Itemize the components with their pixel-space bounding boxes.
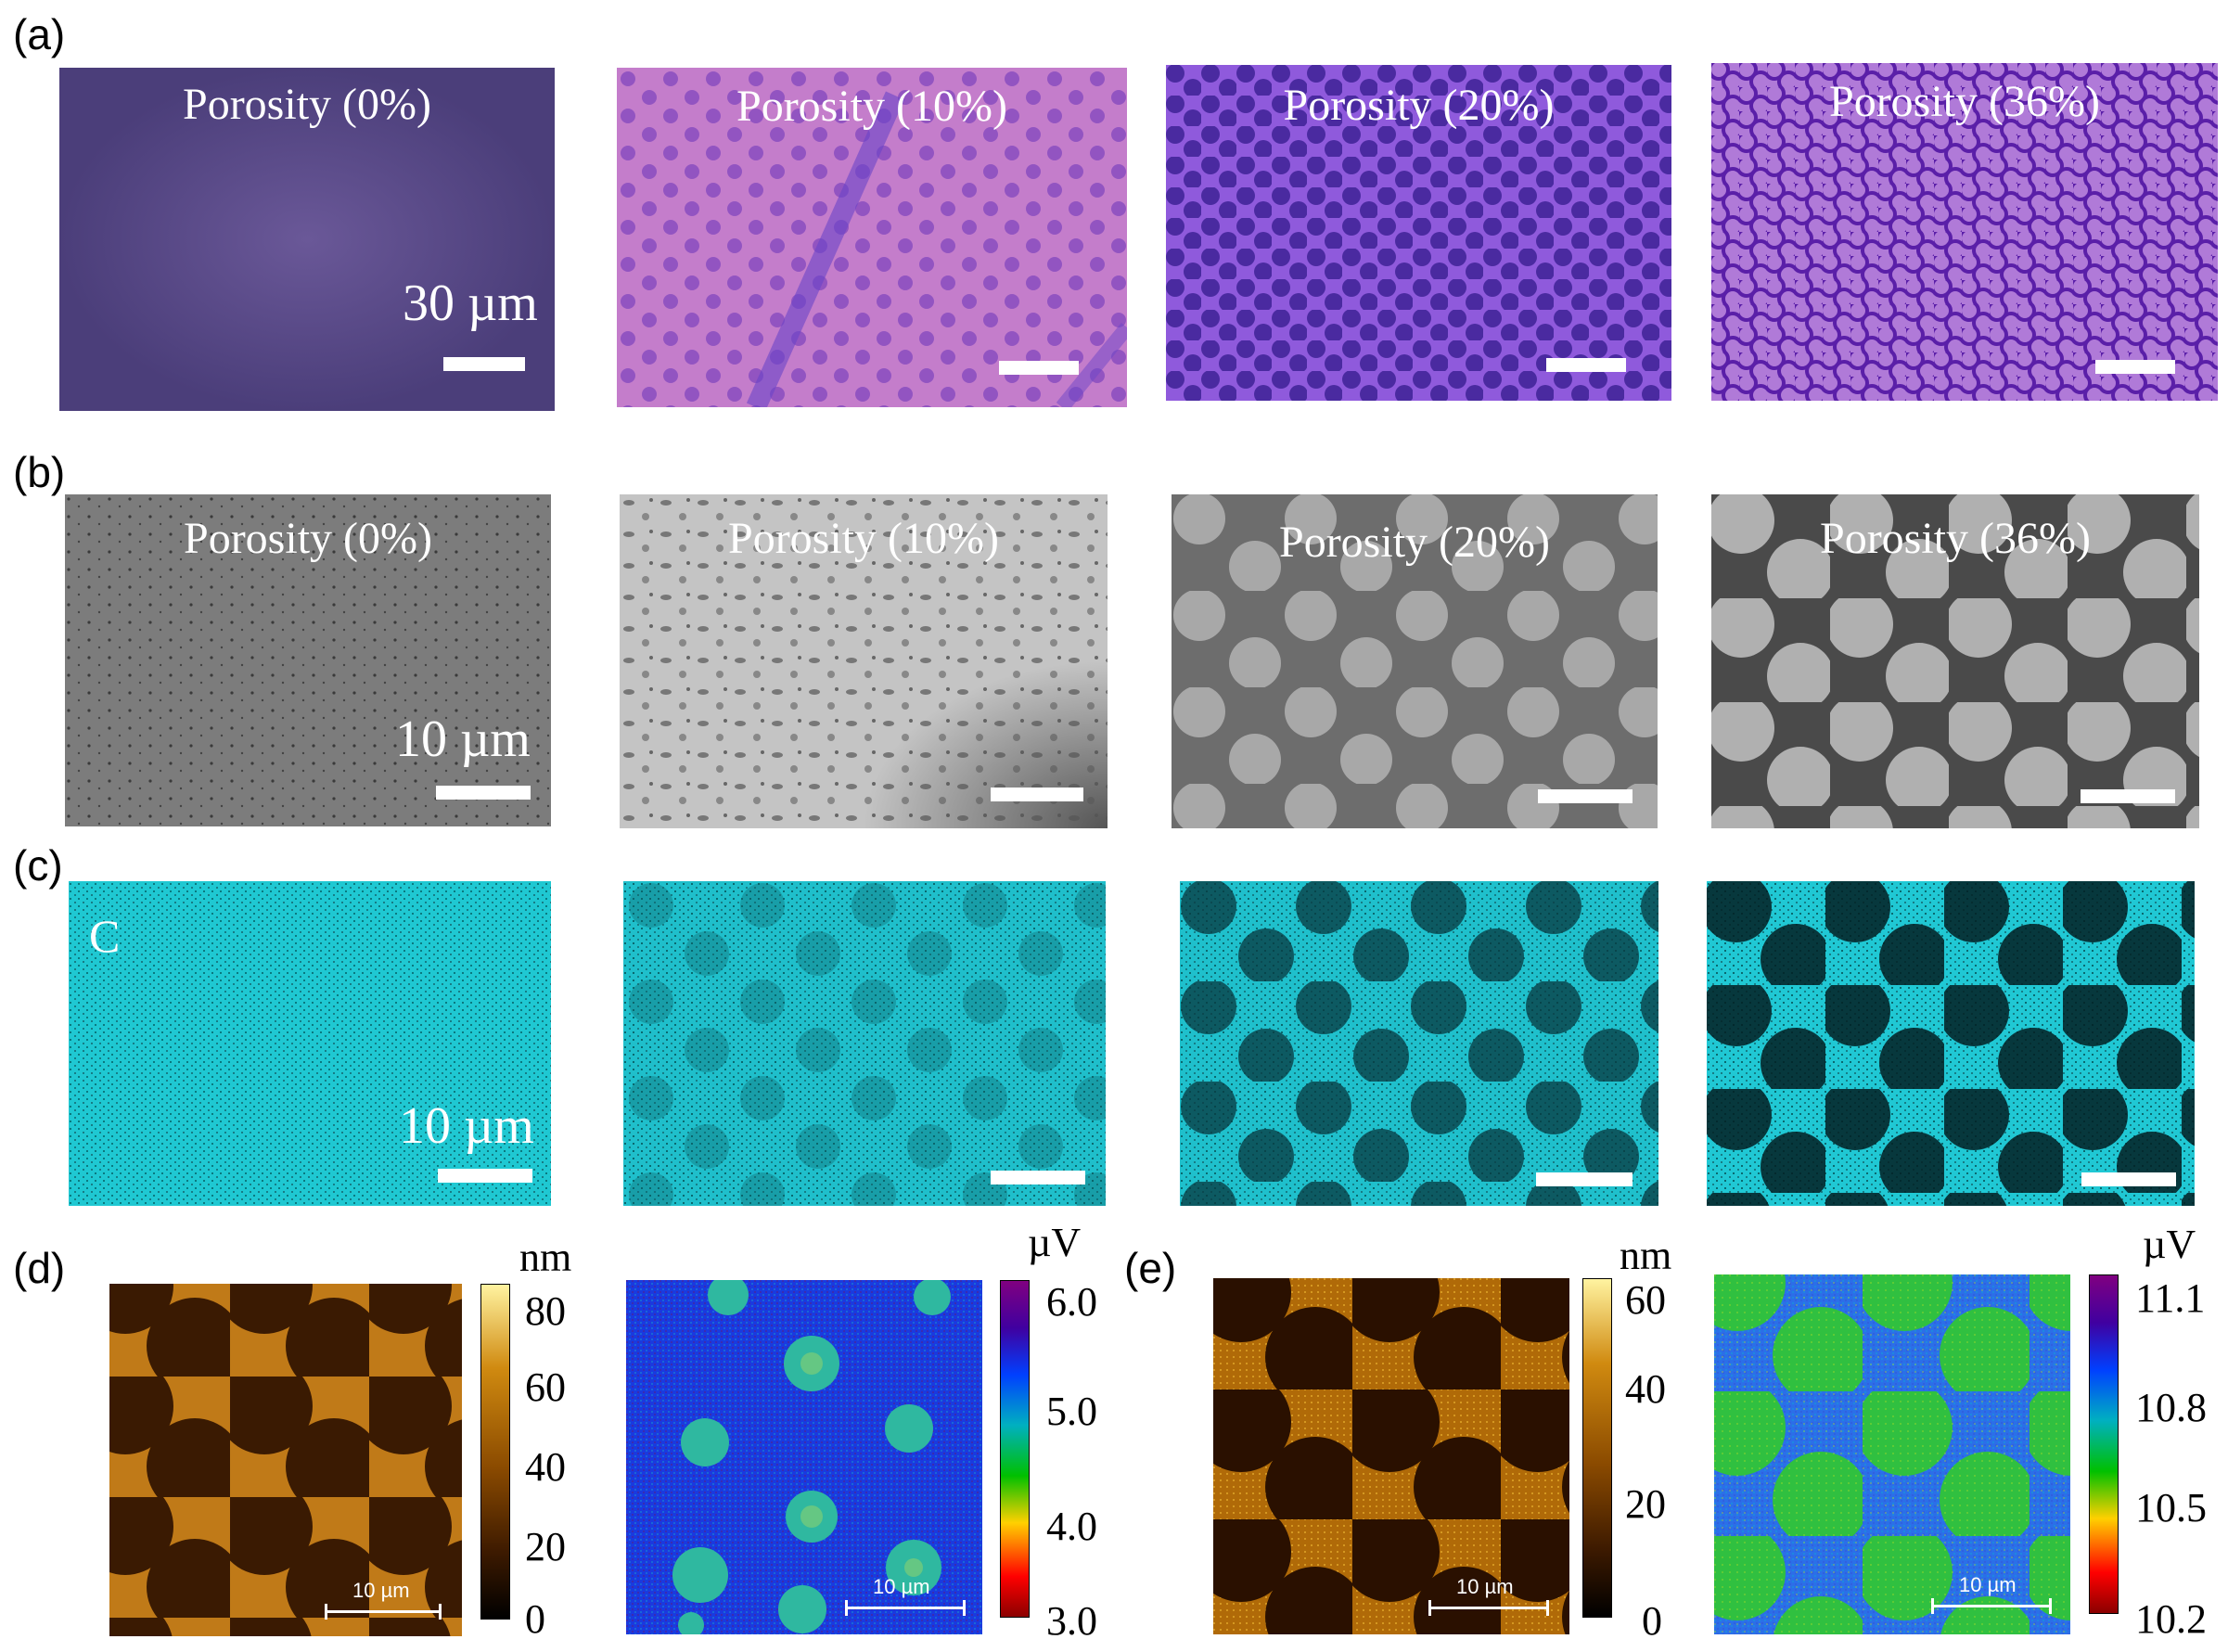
colorbar-tick: 0 <box>525 1596 545 1642</box>
scale-bar <box>1931 1598 2052 1614</box>
colorbar-unit: nm <box>1620 1233 1672 1278</box>
colorbar-unit: µV <box>2143 1222 2196 1267</box>
scale-bar <box>325 1604 442 1620</box>
scale-bar <box>845 1600 966 1616</box>
colorbar-unit: µV <box>1028 1220 1082 1265</box>
colorbar-tick: 5.0 <box>1046 1389 1097 1434</box>
colorbar-tick: 20 <box>525 1524 566 1569</box>
scale-bar <box>436 786 531 800</box>
image-title: Porosity (10%) <box>728 514 999 563</box>
sem-image-0pct: Porosity (0%) 10 µm <box>65 494 551 826</box>
sem-image-36pct: Porosity (36%) <box>1711 494 2199 828</box>
colorbar-tick: 60 <box>525 1364 566 1410</box>
scale-bar <box>991 788 1083 801</box>
panel-label-c: (c) <box>13 841 63 890</box>
scale-bar <box>1538 789 1633 803</box>
panel-label-a: (a) <box>13 10 66 58</box>
colorbar-tick: 4.0 <box>1046 1504 1097 1549</box>
colorbar-tick: 3.0 <box>1046 1598 1097 1644</box>
colorbar-height-e <box>1582 1278 1612 1618</box>
eds-map-20pct <box>1180 881 1658 1206</box>
sem-image-10pct: Porosity (10%) <box>620 494 1108 828</box>
scale-bar <box>2081 789 2175 803</box>
scale-bar <box>1536 1172 1633 1186</box>
scale-bar-label: 10 µm <box>1456 1575 1514 1598</box>
colorbar-potential-e <box>2089 1274 2119 1614</box>
scale-bar-label: 10 µm <box>399 1097 534 1155</box>
optical-image-0pct: Porosity (0%) 30 µm <box>59 68 555 411</box>
scale-bar <box>443 357 525 371</box>
scale-bar-label: 10 µm <box>873 1575 930 1598</box>
scale-bar <box>2095 360 2175 374</box>
optical-image-20pct: Porosity (20%) <box>1166 65 1671 401</box>
image-title: Porosity (36%) <box>1820 514 2091 563</box>
colorbar-tick: 20 <box>1625 1481 1666 1527</box>
image-title: Porosity (10%) <box>736 82 1007 131</box>
colorbar-tick: 80 <box>525 1288 566 1334</box>
kpfm-potential-map-d: 10 µm <box>626 1280 982 1634</box>
colorbar-height-d <box>480 1284 510 1620</box>
image-title: Porosity (20%) <box>1283 81 1555 130</box>
scale-bar <box>991 1171 1085 1185</box>
panel-label-d: (d) <box>13 1244 66 1292</box>
optical-image-10pct: Porosity (10%) <box>617 68 1127 407</box>
element-label: C <box>89 910 121 962</box>
panel-label-b: (b) <box>13 448 66 496</box>
eds-map-0pct: C 10 µm <box>69 881 551 1206</box>
scale-bar-label: 10 µm <box>352 1579 410 1602</box>
afm-height-map-d: 10 µm <box>109 1284 462 1636</box>
image-title: Porosity (0%) <box>184 514 432 563</box>
image-title: Porosity (0%) <box>183 80 431 129</box>
colorbar-tick: 40 <box>1625 1366 1666 1412</box>
image-title: Porosity (20%) <box>1279 518 1550 567</box>
colorbar-tick: 10.5 <box>2135 1485 2207 1530</box>
colorbar-tick: 11.1 <box>2135 1275 2206 1321</box>
optical-image-36pct: Porosity (36%) <box>1711 63 2218 401</box>
colorbar-unit: nm <box>519 1235 572 1280</box>
kpfm-potential-map-e: 10 µm <box>1714 1274 2070 1634</box>
scale-bar <box>999 361 1079 375</box>
scale-bar-label: 30 µm <box>403 275 538 332</box>
colorbar-tick: 0 <box>1642 1598 1662 1644</box>
colorbar-tick: 60 <box>1625 1277 1666 1323</box>
scale-bar-label: 10 µm <box>395 711 531 768</box>
eds-map-10pct <box>623 881 1106 1206</box>
scale-bar <box>1428 1600 1549 1616</box>
colorbar-potential-d <box>1000 1280 1030 1618</box>
scale-bar <box>2081 1172 2176 1186</box>
scale-bar-label: 10 µm <box>1959 1573 2017 1596</box>
sem-image-20pct: Porosity (20%) <box>1172 494 1658 828</box>
colorbar-tick: 10.2 <box>2135 1596 2207 1642</box>
afm-height-map-e: 10 µm <box>1213 1278 1569 1634</box>
eds-map-36pct <box>1707 881 2195 1206</box>
scale-bar <box>438 1169 532 1183</box>
colorbar-tick: 6.0 <box>1046 1279 1097 1325</box>
image-title: Porosity (36%) <box>1829 77 2100 126</box>
panel-label-e: (e) <box>1124 1244 1177 1292</box>
colorbar-tick: 40 <box>525 1444 566 1490</box>
colorbar-tick: 10.8 <box>2135 1385 2207 1430</box>
scale-bar <box>1546 358 1626 372</box>
